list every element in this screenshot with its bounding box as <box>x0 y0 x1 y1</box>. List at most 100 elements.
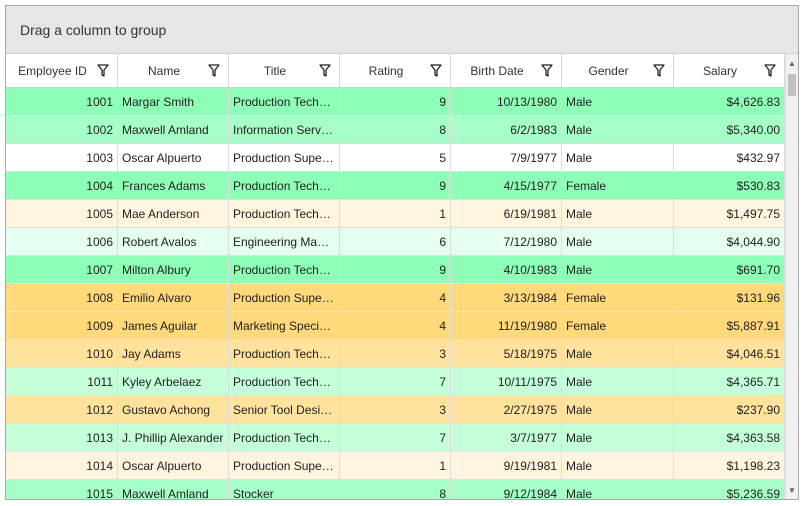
cell-birth-date[interactable]: 9/12/1984 <box>451 480 562 499</box>
cell-salary[interactable]: $4,044.90 <box>674 228 785 255</box>
table-row[interactable]: 1008 Emilio Alvaro Production Supervisor 4 3… <box>6 284 785 312</box>
cell-employee-id[interactable]: 1011 <box>6 368 118 395</box>
table-row[interactable]: 1014 Oscar Alpuerto Production Supervisor 1… <box>6 452 785 480</box>
cell-title[interactable]: Production Technician <box>229 200 340 227</box>
cell-salary[interactable]: $4,363.58 <box>674 424 785 451</box>
table-row[interactable]: 1003 Oscar Alpuerto Production Supervisor 5… <box>6 144 785 172</box>
cell-birth-date[interactable]: 6/2/1983 <box>451 116 562 143</box>
cell-birth-date[interactable]: 6/19/1981 <box>451 200 562 227</box>
cell-birth-date[interactable]: 7/9/1977 <box>451 144 562 171</box>
table-row[interactable]: 1007 Milton Albury Production Technician 9 4… <box>6 256 785 284</box>
cell-title[interactable]: Stocker <box>229 480 340 499</box>
cell-gender[interactable]: Male <box>562 396 674 423</box>
cell-title[interactable]: Production Supervisor <box>229 284 340 311</box>
cell-rating[interactable]: 6 <box>340 228 451 255</box>
column-header-title[interactable]: Title <box>229 54 340 87</box>
cell-rating[interactable]: 9 <box>340 88 451 115</box>
column-header-birth-date[interactable]: Birth Date <box>451 54 562 87</box>
cell-birth-date[interactable]: 3/7/1977 <box>451 424 562 451</box>
vertical-scrollbar[interactable]: ▲ ▼ <box>785 54 798 499</box>
cell-name[interactable]: Frances Adams <box>118 172 229 199</box>
cell-employee-id[interactable]: 1014 <box>6 452 118 479</box>
chevron-down-icon[interactable]: ▼ <box>788 485 796 495</box>
filter-icon[interactable] <box>430 64 442 77</box>
table-row[interactable]: 1015 Maxwell Amland Stocker 8 9/12/1984 Male $… <box>6 480 785 499</box>
table-row[interactable]: 1001 Margar Smith Production Technician 9 10… <box>6 88 785 116</box>
cell-birth-date[interactable]: 2/27/1975 <box>451 396 562 423</box>
cell-name[interactable]: Oscar Alpuerto <box>118 144 229 171</box>
cell-name[interactable]: Kyley Arbelaez <box>118 368 229 395</box>
filter-icon[interactable] <box>97 64 109 77</box>
column-header-salary[interactable]: Salary <box>674 54 785 87</box>
cell-employee-id[interactable]: 1015 <box>6 480 118 499</box>
cell-employee-id[interactable]: 1006 <box>6 228 118 255</box>
cell-name[interactable]: Maxwell Amland <box>118 116 229 143</box>
cell-gender[interactable]: Female <box>562 284 674 311</box>
cell-gender[interactable]: Male <box>562 116 674 143</box>
cell-name[interactable]: Robert Avalos <box>118 228 229 255</box>
cell-title[interactable]: Production Technician <box>229 424 340 451</box>
cell-employee-id[interactable]: 1009 <box>6 312 118 339</box>
cell-employee-id[interactable]: 1007 <box>6 256 118 283</box>
filter-icon[interactable] <box>319 64 331 77</box>
cell-employee-id[interactable]: 1010 <box>6 340 118 367</box>
cell-name[interactable]: Gustavo Achong <box>118 396 229 423</box>
cell-rating[interactable]: 3 <box>340 396 451 423</box>
cell-salary[interactable]: $5,340.00 <box>674 116 785 143</box>
table-row[interactable]: 1010 Jay Adams Production Technician 3 5/18/… <box>6 340 785 368</box>
cell-salary[interactable]: $5,236.59 <box>674 480 785 499</box>
column-header-rating[interactable]: Rating <box>340 54 451 87</box>
cell-birth-date[interactable]: 7/12/1980 <box>451 228 562 255</box>
cell-gender[interactable]: Male <box>562 340 674 367</box>
cell-birth-date[interactable]: 4/15/1977 <box>451 172 562 199</box>
cell-rating[interactable]: 1 <box>340 452 451 479</box>
cell-rating[interactable]: 7 <box>340 424 451 451</box>
cell-name[interactable]: James Aguilar <box>118 312 229 339</box>
cell-rating[interactable]: 9 <box>340 256 451 283</box>
cell-gender[interactable]: Male <box>562 452 674 479</box>
cell-gender[interactable]: Male <box>562 256 674 283</box>
table-row[interactable]: 1012 Gustavo Achong Senior Tool Designer 3 2… <box>6 396 785 424</box>
cell-salary[interactable]: $432.97 <box>674 144 785 171</box>
table-row[interactable]: 1006 Robert Avalos Engineering Manager 6 7/1… <box>6 228 785 256</box>
cell-gender[interactable]: Male <box>562 228 674 255</box>
table-row[interactable]: 1005 Mae Anderson Production Technician 1 6/… <box>6 200 785 228</box>
cell-title[interactable]: Production Technician <box>229 340 340 367</box>
cell-title[interactable]: Production Technician <box>229 368 340 395</box>
cell-name[interactable]: Margar Smith <box>118 88 229 115</box>
column-header-name[interactable]: Name <box>118 54 229 87</box>
cell-birth-date[interactable]: 3/13/1984 <box>451 284 562 311</box>
filter-icon[interactable] <box>764 64 776 77</box>
cell-name[interactable]: Jay Adams <box>118 340 229 367</box>
table-row[interactable]: 1013 J. Phillip Alexander Production Techn… <box>6 424 785 452</box>
cell-gender[interactable]: Female <box>562 312 674 339</box>
column-header-gender[interactable]: Gender <box>562 54 674 87</box>
cell-title[interactable]: Marketing Specialist <box>229 312 340 339</box>
cell-title[interactable]: Production Supervisor <box>229 452 340 479</box>
group-drop-area[interactable]: Drag a column to group <box>6 6 798 54</box>
scrollbar-thumb[interactable] <box>788 74 796 96</box>
column-header-employee-id[interactable]: Employee ID <box>6 54 118 87</box>
cell-name[interactable]: Maxwell Amland <box>118 480 229 499</box>
cell-salary[interactable]: $1,497.75 <box>674 200 785 227</box>
cell-rating[interactable]: 8 <box>340 116 451 143</box>
cell-title[interactable]: Production Technician <box>229 256 340 283</box>
cell-gender[interactable]: Male <box>562 368 674 395</box>
cell-salary[interactable]: $4,365.71 <box>674 368 785 395</box>
cell-salary[interactable]: $237.90 <box>674 396 785 423</box>
cell-title[interactable]: Information Services Manager <box>229 116 340 143</box>
cell-gender[interactable]: Male <box>562 424 674 451</box>
cell-rating[interactable]: 1 <box>340 200 451 227</box>
cell-birth-date[interactable]: 9/19/1981 <box>451 452 562 479</box>
filter-icon[interactable] <box>208 64 220 77</box>
cell-name[interactable]: Oscar Alpuerto <box>118 452 229 479</box>
cell-employee-id[interactable]: 1001 <box>6 88 118 115</box>
cell-employee-id[interactable]: 1012 <box>6 396 118 423</box>
cell-salary[interactable]: $530.83 <box>674 172 785 199</box>
cell-employee-id[interactable]: 1003 <box>6 144 118 171</box>
cell-title[interactable]: Production Supervisor <box>229 144 340 171</box>
cell-rating[interactable]: 3 <box>340 340 451 367</box>
cell-salary[interactable]: $5,887.91 <box>674 312 785 339</box>
cell-rating[interactable]: 7 <box>340 368 451 395</box>
table-row[interactable]: 1011 Kyley Arbelaez Production Technician 7… <box>6 368 785 396</box>
